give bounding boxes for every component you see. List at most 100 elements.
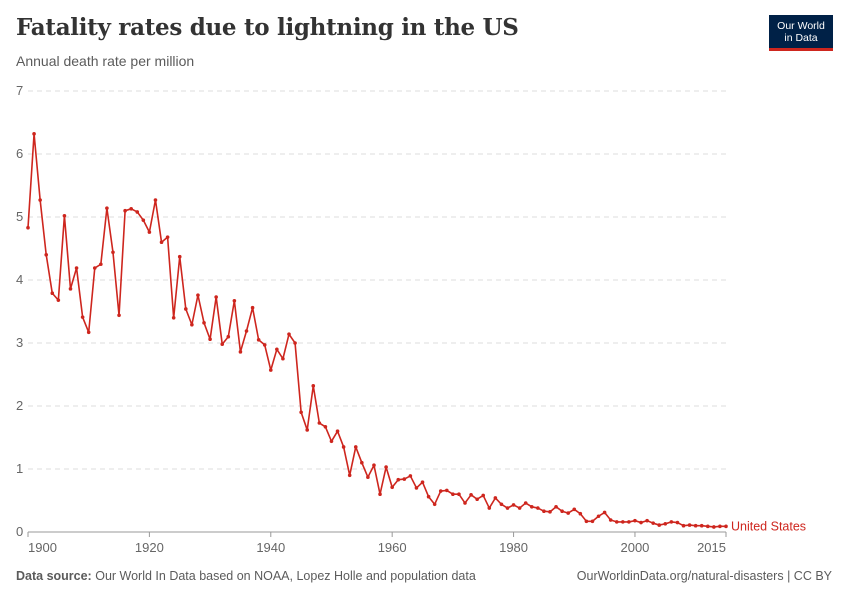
data-point [687,523,692,527]
data-point [645,518,649,523]
data-point [117,313,121,318]
data-point [141,218,146,222]
data-point [26,225,30,230]
x-tick-label: 1900 [28,540,57,555]
data-point [378,492,382,497]
data-point [487,506,492,510]
data-point [153,198,158,202]
data-point [92,266,97,270]
data-point [44,253,49,257]
data-point [651,521,655,525]
data-point [299,410,303,415]
data-point [311,384,316,388]
x-tick-label: 2000 [620,540,649,555]
data-point [517,506,522,510]
data-source: Data source: Our World In Data based on … [16,569,476,583]
data-point [590,519,595,524]
data-point [402,477,407,481]
data-point [505,506,510,510]
data-point [305,428,310,432]
data-point [718,524,722,529]
data-point [566,511,570,515]
data-point [445,488,449,493]
data-point [420,480,425,485]
data-point [329,439,334,444]
data-point [341,445,346,449]
data-point [196,293,200,297]
data-point [414,486,419,490]
data-point [80,315,85,319]
data-point [293,341,297,345]
data-point [220,342,225,347]
owid-logo[interactable]: Our World in Data [769,15,833,51]
data-point [323,424,328,429]
series-label: United States [731,519,806,533]
data-point [250,305,255,310]
data-point [68,287,73,291]
data-point [208,337,212,342]
data-point [499,502,504,507]
data-point [408,474,413,478]
data-point [536,506,540,510]
y-tick-label: 2 [16,398,23,413]
data-point [681,523,686,528]
data-point [317,421,322,425]
data-point [32,132,36,136]
data-point [177,254,182,259]
data-point [493,496,498,500]
data-point [542,509,546,514]
data-point [596,514,601,519]
data-point [475,497,479,502]
logo-line-2: in Data [784,32,818,44]
x-tick-label: 1940 [256,540,285,555]
y-tick-label: 1 [16,461,23,476]
y-tick-label: 3 [16,335,23,350]
data-point [451,492,455,497]
y-tick-label: 7 [16,83,23,98]
data-point [244,329,249,333]
data-point [123,208,127,213]
y-tick-label: 0 [16,524,23,539]
data-point [511,503,516,507]
data-point [74,266,79,270]
data-point [202,321,206,325]
data-point [657,523,662,527]
data-point [275,347,279,352]
x-tick-label: 2015 [697,540,726,555]
data-point [62,213,67,218]
logo-line-1: Our World [777,20,825,32]
data-point [578,511,583,516]
data-point [232,298,237,303]
data-point [159,240,164,244]
data-point [426,494,431,499]
data-point [633,518,637,523]
data-point [669,520,674,524]
data-point [457,492,461,497]
y-tick-label: 5 [16,209,23,224]
source-link[interactable]: OurWorldinData.org/natural-disasters | C… [576,569,832,583]
data-point [366,475,370,479]
data-point [663,522,668,526]
data-point [171,316,176,320]
data-point [712,525,716,529]
x-tick-label: 1920 [135,540,164,555]
data-point [438,489,443,493]
data-point [621,520,625,524]
data-point [724,524,728,529]
data-point [572,507,577,512]
data-point [105,206,109,210]
data-point [256,338,261,342]
data-point [99,262,103,267]
data-point [372,463,376,468]
data-point [238,350,243,354]
data-point [560,509,564,514]
data-point [190,322,194,327]
chart-subtitle: Annual death rate per million [16,53,195,69]
data-point [147,230,152,234]
y-tick-label: 4 [16,272,23,287]
data-point [699,523,704,528]
data-point [360,460,364,465]
source-label: Data source: [16,569,92,583]
source-text: Our World In Data based on NOAA, Lopez H… [95,569,476,583]
